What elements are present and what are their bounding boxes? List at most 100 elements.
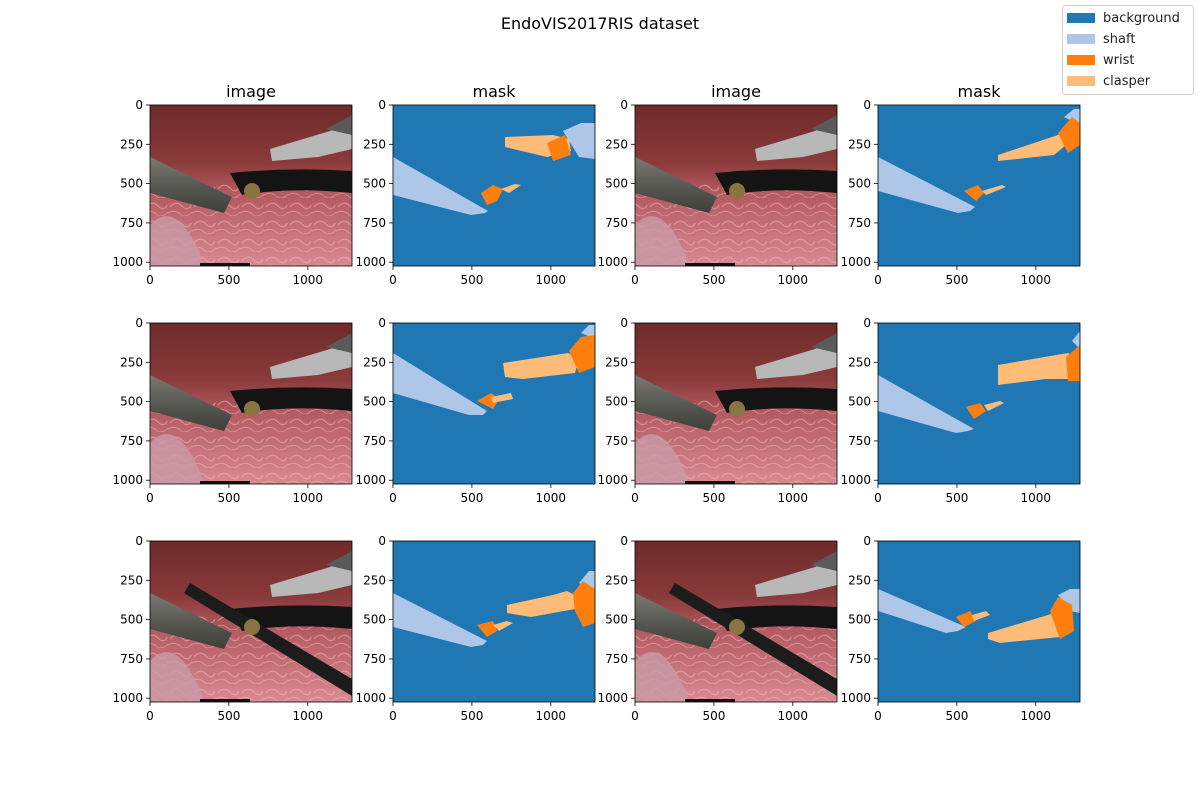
y-tick-label: 0	[378, 316, 386, 330]
mask-shaft	[393, 353, 487, 415]
legend-swatch-clasper	[1067, 76, 1095, 86]
y-tick-label: 1000	[840, 691, 871, 705]
photo-right-instrument-dark	[811, 333, 837, 353]
axes-frame	[149, 104, 353, 267]
mask-shaft	[1072, 331, 1080, 349]
axes-frame	[634, 104, 838, 267]
photo-bottom-edge	[685, 699, 735, 702]
legend-label-clasper: clasper	[1103, 73, 1151, 89]
axes-frame	[149, 540, 353, 703]
legend-label-wrist: wrist	[1103, 52, 1135, 68]
y-tick-label: 0	[863, 316, 871, 330]
x-tick-label: 500	[460, 491, 483, 505]
axes-frame	[877, 322, 1081, 485]
x-tick-label: 500	[702, 491, 725, 505]
column-title-image-2: image	[711, 82, 761, 101]
photo-shaft	[635, 375, 717, 431]
axes-frame	[877, 540, 1081, 703]
y-tick-label: 500	[605, 613, 628, 627]
y-tick-label: 0	[135, 98, 143, 112]
y-tick-label: 500	[120, 395, 143, 409]
mask-shaft	[393, 157, 488, 215]
x-tick-label: 500	[945, 491, 968, 505]
photo-shaft	[150, 375, 232, 431]
y-tick-label: 750	[363, 434, 386, 448]
y-tick-label: 0	[863, 534, 871, 548]
y-tick-label: 750	[605, 216, 628, 230]
photo-dark-tube	[230, 169, 352, 195]
photo-wrist-joint	[729, 619, 745, 635]
photo-shaft	[635, 593, 717, 649]
x-tick-label: 500	[217, 273, 240, 287]
photo-dark-tube	[715, 605, 837, 631]
figure-title: EndoVIS2017RIS dataset	[501, 14, 699, 33]
y-tick-label: 500	[848, 177, 871, 191]
x-tick-label: 1000	[536, 491, 567, 505]
y-tick-label: 1000	[840, 473, 871, 487]
y-tick-label: 0	[135, 534, 143, 548]
photo-right-instrument	[270, 119, 352, 161]
y-tick-label: 1000	[355, 255, 386, 269]
mask-clasper	[984, 401, 1004, 411]
x-tick-label: 500	[460, 273, 483, 287]
y-tick-label: 250	[605, 573, 628, 587]
y-tick-label: 500	[120, 613, 143, 627]
photo-shaft	[635, 157, 717, 213]
y-tick-label: 0	[620, 316, 628, 330]
mask-clasper	[998, 353, 1080, 385]
y-tick-label: 500	[120, 177, 143, 191]
x-tick-label: 1000	[778, 709, 809, 723]
photo-shaft	[150, 157, 232, 213]
y-tick-label: 500	[363, 395, 386, 409]
y-tick-label: 500	[363, 613, 386, 627]
photo-right-instrument-dark	[326, 333, 352, 353]
y-tick-label: 1000	[112, 691, 143, 705]
photo-right-instrument-dark	[326, 115, 352, 135]
y-tick-label: 500	[605, 177, 628, 191]
y-tick-label: 1000	[597, 473, 628, 487]
y-tick-label: 0	[863, 98, 871, 112]
legend-item-wrist: wrist	[1067, 50, 1134, 70]
photo-right-instrument-dark	[811, 551, 837, 571]
y-tick-label: 0	[620, 98, 628, 112]
y-tick-label: 250	[848, 355, 871, 369]
photo-organ	[150, 434, 205, 484]
photo-shaft	[150, 593, 232, 649]
y-tick-label: 750	[120, 652, 143, 666]
mask-wrist	[956, 611, 976, 627]
x-tick-label: 500	[945, 273, 968, 287]
photo-dark-instrument	[184, 583, 352, 696]
photo-dark-tube	[715, 387, 837, 413]
x-tick-label: 500	[945, 709, 968, 723]
x-tick-label: 1000	[1021, 491, 1052, 505]
photo-organ	[150, 652, 205, 702]
photo-right-instrument	[755, 119, 837, 161]
y-tick-label: 250	[363, 137, 386, 151]
y-tick-label: 250	[120, 355, 143, 369]
x-tick-label: 500	[217, 491, 240, 505]
x-tick-label: 0	[146, 709, 154, 723]
legend-swatch-wrist	[1067, 55, 1095, 65]
photo-dark-instrument	[669, 583, 837, 696]
mask-wrist	[573, 581, 595, 627]
y-tick-label: 0	[135, 316, 143, 330]
photo-bottom-edge	[200, 263, 250, 266]
legend-swatch-background	[1067, 13, 1095, 23]
y-tick-label: 250	[120, 573, 143, 587]
y-tick-label: 750	[363, 216, 386, 230]
photo-right-instrument	[270, 337, 352, 379]
x-tick-label: 0	[874, 273, 882, 287]
legend: background shaft wrist clasper	[1062, 5, 1194, 95]
y-tick-label: 1000	[597, 255, 628, 269]
photo-right-instrument	[755, 337, 837, 379]
mask-wrist	[481, 185, 503, 205]
x-tick-label: 0	[389, 273, 397, 287]
legend-label-shaft: shaft	[1103, 31, 1136, 47]
